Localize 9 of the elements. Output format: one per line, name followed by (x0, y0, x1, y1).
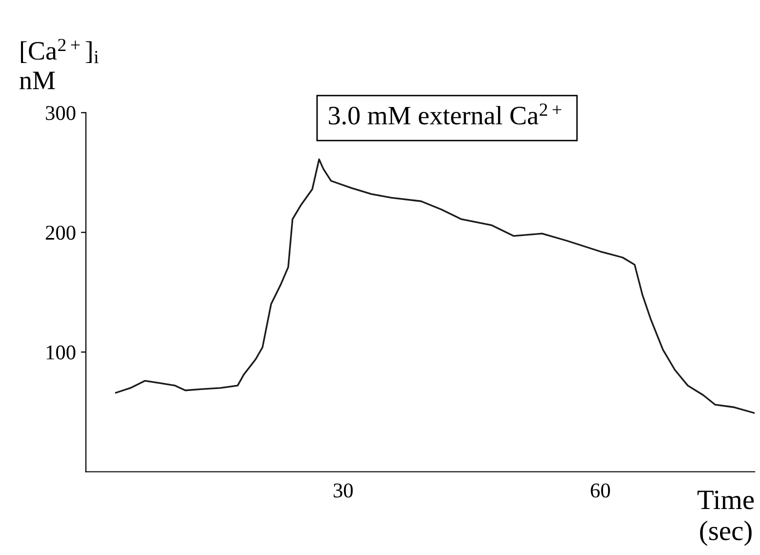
y-tick-label: 100 (46, 345, 76, 360)
x-axis-title: Time (sec) (698, 490, 754, 546)
annotation: 3.0 mM external Ca$^{2+}$ (328, 104, 562, 125)
y-tick-label: 300 (46, 106, 76, 120)
line-series (115, 158, 755, 414)
y-tick-label: 200 (46, 226, 76, 240)
x-tick-label: 60 (590, 483, 610, 498)
text: [Ca$^{2+}$]$_{i}$ nM (20, 38, 99, 90)
x-tick-label: 30 (334, 483, 353, 498)
